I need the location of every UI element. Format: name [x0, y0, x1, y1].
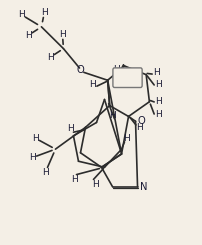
Text: Abs: Abs [117, 72, 137, 82]
Text: H: H [71, 175, 77, 184]
Text: H: H [29, 153, 36, 162]
Text: O: O [76, 65, 84, 75]
Text: H: H [89, 80, 95, 89]
Text: H: H [154, 80, 161, 89]
Text: H: H [92, 180, 98, 189]
Text: O: O [137, 116, 145, 126]
Text: H: H [136, 123, 142, 132]
Text: H: H [67, 124, 74, 133]
Text: H: H [41, 8, 48, 17]
Text: H: H [113, 65, 119, 74]
Text: H: H [47, 53, 54, 61]
Text: H: H [109, 111, 115, 120]
Text: H: H [153, 68, 159, 77]
Text: H: H [25, 31, 32, 40]
FancyBboxPatch shape [112, 68, 141, 87]
Text: H: H [154, 110, 161, 119]
Text: H: H [154, 98, 161, 106]
Text: H: H [32, 134, 39, 143]
Text: N: N [139, 182, 147, 192]
Text: H: H [59, 30, 65, 39]
Text: H: H [42, 168, 48, 177]
Text: H: H [123, 134, 129, 143]
Text: H: H [18, 10, 25, 19]
